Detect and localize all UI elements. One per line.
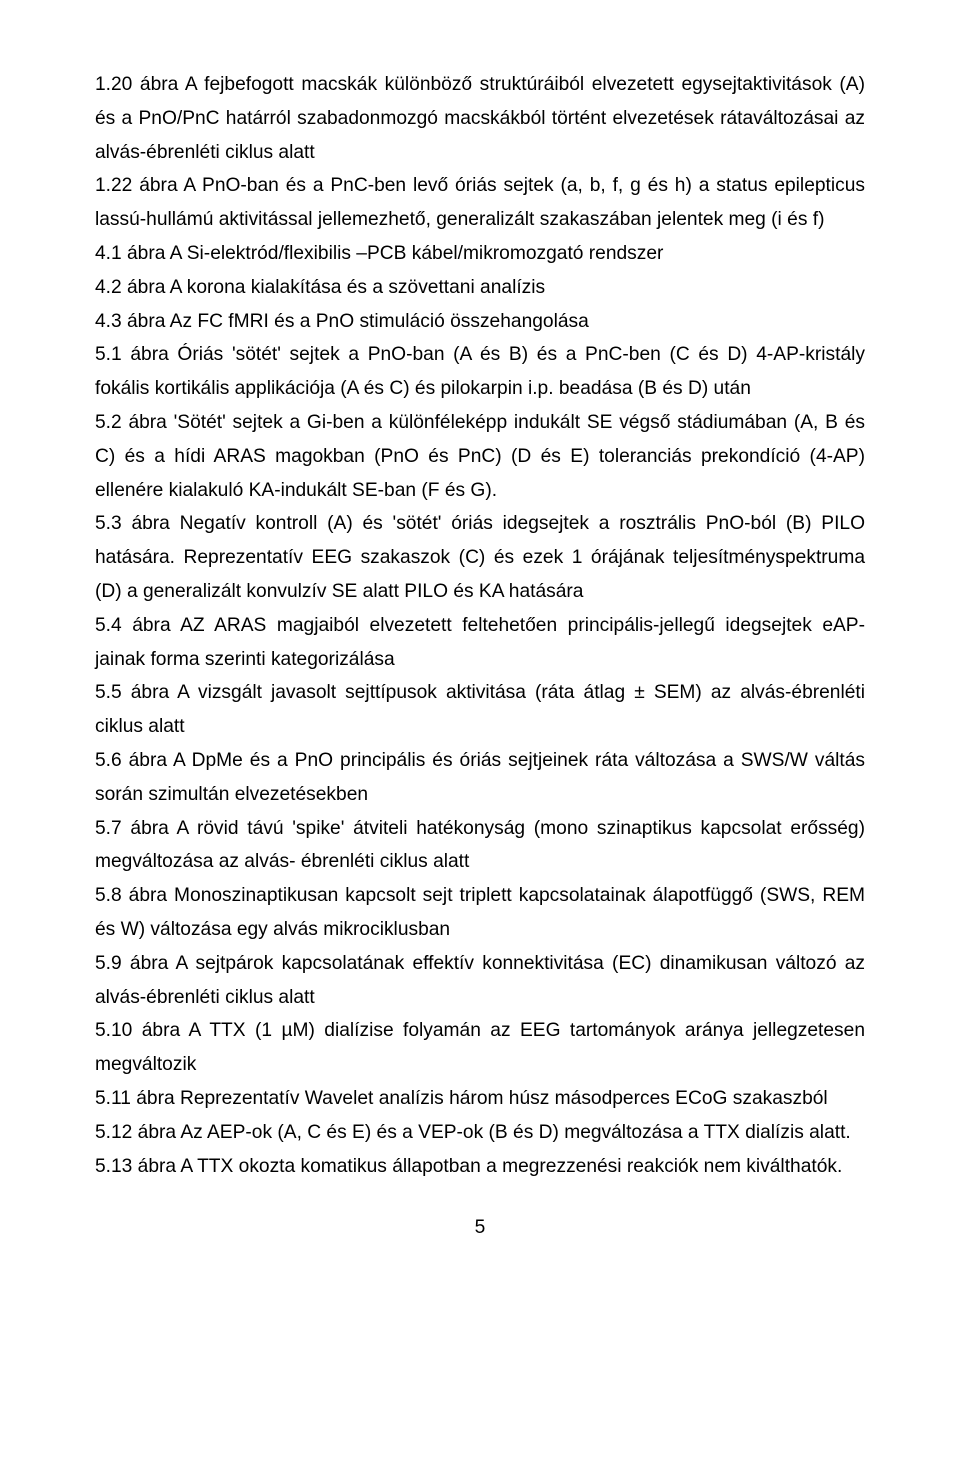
figure-caption: 5.10 ábra A TTX (1 µM) dialízise folyamá… — [95, 1014, 865, 1082]
page-number: 5 — [95, 1211, 865, 1245]
figure-caption: 5.6 ábra A DpMe és a PnO principális és … — [95, 744, 865, 812]
document-page: 1.20 ábra A fejbefogott macskák különböz… — [0, 0, 960, 1478]
figure-caption: 4.2 ábra A korona kialakítása és a szöve… — [95, 271, 865, 305]
figure-caption: 4.3 ábra Az FC fMRI és a PnO stimuláció … — [95, 305, 865, 339]
figure-caption: 4.1 ábra A Si-elektród/flexibilis –PCB k… — [95, 237, 865, 271]
figure-caption: 5.9 ábra A sejtpárok kapcsolatának effek… — [95, 947, 865, 1015]
figure-caption: 1.20 ábra A fejbefogott macskák különböz… — [95, 68, 865, 169]
figure-caption: 5.2 ábra 'Sötét' sejtek a Gi-ben a külön… — [95, 406, 865, 507]
figure-caption: 5.12 ábra Az AEP-ok (A, C és E) és a VEP… — [95, 1116, 865, 1150]
figure-caption: 5.1 ábra Óriás 'sötét' sejtek a PnO-ban … — [95, 338, 865, 406]
figure-caption: 5.7 ábra A rövid távú 'spike' átviteli h… — [95, 812, 865, 880]
figure-caption: 5.8 ábra Monoszinaptikusan kapcsolt sejt… — [95, 879, 865, 947]
figure-caption: 5.13 ábra A TTX okozta komatikus állapot… — [95, 1150, 865, 1184]
figure-caption: 1.22 ábra A PnO-ban és a PnC-ben levő ór… — [95, 169, 865, 237]
figure-caption: 5.5 ábra A vizsgált javasolt sejttípusok… — [95, 676, 865, 744]
figure-caption: 5.4 ábra AZ ARAS magjaiból elvezetett fe… — [95, 609, 865, 677]
figure-caption: 5.3 ábra Negatív kontroll (A) és 'sötét'… — [95, 507, 865, 608]
figure-caption: 5.11 ábra Reprezentatív Wavelet analízis… — [95, 1082, 865, 1116]
